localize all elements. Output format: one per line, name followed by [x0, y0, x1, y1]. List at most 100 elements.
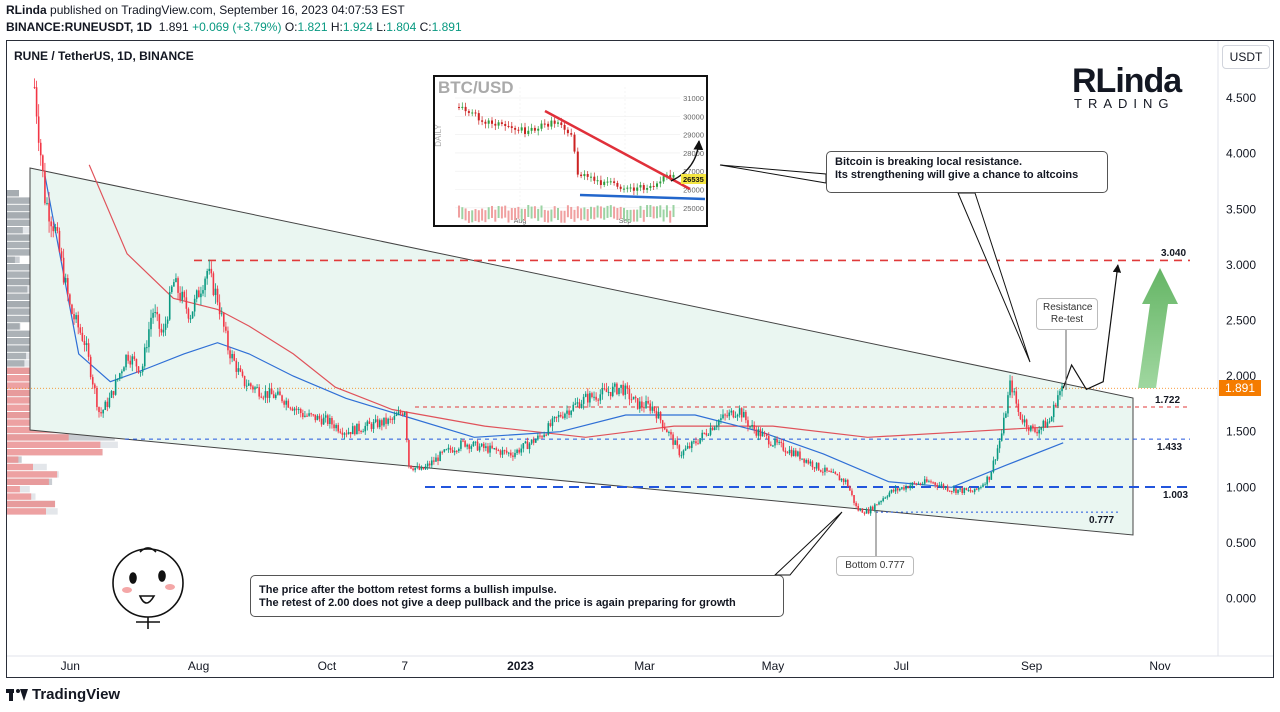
candle-body-3	[39, 142, 42, 156]
low-label: L:	[376, 20, 387, 34]
logo-line2: TRADING	[1074, 96, 1175, 111]
candle-body-440	[948, 490, 951, 492]
candle-body-27	[89, 356, 92, 378]
candle-body-57	[152, 312, 154, 318]
candles	[33, 78, 1063, 516]
candle-body-467	[1005, 413, 1007, 418]
candle-body-486	[1044, 420, 1047, 428]
inset-volume-22	[530, 206, 533, 219]
candle-body-123	[289, 407, 292, 409]
candle-body-262	[578, 402, 581, 408]
candle-body-405	[876, 504, 878, 506]
x-tick-5: Mar	[634, 659, 655, 673]
volume-bar-1	[7, 197, 38, 204]
inset-candle-5	[474, 112, 477, 114]
candle-body-17	[69, 294, 71, 305]
candle-body-234	[520, 448, 523, 453]
candle-body-479	[1030, 425, 1032, 431]
candle-body-462	[994, 459, 997, 461]
y-tick-9: 0.000	[1226, 592, 1256, 606]
candle-body-100	[241, 371, 244, 376]
candle-body-193	[435, 457, 437, 462]
candle-body-59	[156, 312, 159, 315]
candle-body-198	[445, 449, 448, 451]
price-scale[interactable]	[1218, 41, 1273, 661]
candle-body-215	[480, 443, 483, 447]
candle-body-322	[703, 432, 706, 434]
candle-body-241	[534, 439, 537, 443]
candle-body-62	[162, 329, 165, 333]
candle-body-105	[252, 386, 254, 390]
candle-body-242	[537, 435, 539, 440]
candle-body-224	[499, 450, 502, 455]
candle-body-73	[185, 297, 188, 309]
candle-body-219	[489, 445, 491, 453]
candle-body-399	[863, 512, 866, 514]
candle-body-316	[690, 441, 693, 448]
inset-candle-64	[669, 174, 672, 178]
inset-candle-37	[580, 174, 583, 177]
candle-body-152	[349, 432, 352, 435]
candle-body-197	[443, 449, 446, 452]
candle-body-202	[453, 450, 456, 453]
candle-body-353	[767, 435, 770, 445]
tradingview-footer[interactable]: TradingView	[6, 686, 120, 703]
candle-body-368	[799, 451, 801, 460]
candle-body-12	[58, 230, 61, 252]
inset-candle-3	[467, 111, 470, 113]
inset-volume-44	[603, 207, 606, 220]
candle-body-427	[921, 483, 924, 485]
candle-body-354	[770, 444, 772, 446]
candle-body-439	[946, 486, 949, 491]
inset-volume-46	[609, 205, 612, 218]
candle-body-214	[478, 446, 481, 451]
candle-body-127	[297, 409, 300, 411]
candle-body-264	[582, 396, 585, 404]
candle-body-77	[193, 298, 196, 312]
candle-body-307	[672, 434, 674, 445]
candle-body-99	[239, 368, 242, 372]
candle-body-170	[387, 418, 389, 424]
x-tick-4: 2023	[507, 659, 534, 673]
inset-x-tick-0: Aug	[514, 218, 527, 225]
inset-volume-2	[464, 208, 467, 221]
candle-body-133	[310, 413, 312, 415]
candle-body-135	[314, 414, 317, 421]
candle-body-443	[955, 488, 957, 494]
candle-body-460	[990, 472, 993, 480]
candle-body-204	[458, 448, 460, 452]
candle-body-61	[160, 328, 163, 333]
candle-body-273	[601, 388, 604, 395]
candle-body-247	[547, 423, 550, 435]
inset-candle-61	[659, 181, 662, 184]
inset-candle-44	[603, 181, 606, 185]
candle-body-327	[713, 427, 716, 431]
candle-body-365	[792, 450, 795, 457]
open-label: O:	[284, 20, 298, 34]
volume-bar-23	[7, 360, 25, 367]
inset-candle-56	[642, 185, 645, 190]
candle-body-450	[969, 489, 972, 492]
candle-body-41	[118, 373, 121, 379]
candle-body-363	[788, 449, 791, 454]
inset-candle-9	[487, 120, 490, 124]
inset-volume-6	[477, 210, 480, 223]
inset-volume-47	[613, 206, 616, 219]
inset-candle-8	[484, 121, 487, 124]
candle-body-260	[574, 403, 577, 405]
candle-body-4	[42, 155, 44, 171]
candle-body-295	[647, 401, 649, 404]
candle-body-72	[183, 291, 186, 298]
inset-volume-23	[533, 206, 536, 219]
inset-volume-26	[543, 209, 546, 222]
currency-button[interactable]: USDT	[1222, 45, 1270, 69]
chart-legend-title[interactable]: RUNE / TetherUS, 1D, BINANCE	[14, 49, 194, 63]
candle-body-271	[597, 399, 599, 401]
inset-volume-42	[596, 205, 599, 218]
inset-candle-25	[540, 123, 543, 129]
candle-body-82	[204, 278, 206, 291]
candle-body-330	[720, 418, 722, 421]
chart-frame[interactable]	[6, 40, 1274, 678]
inset-volume-10	[491, 205, 493, 218]
